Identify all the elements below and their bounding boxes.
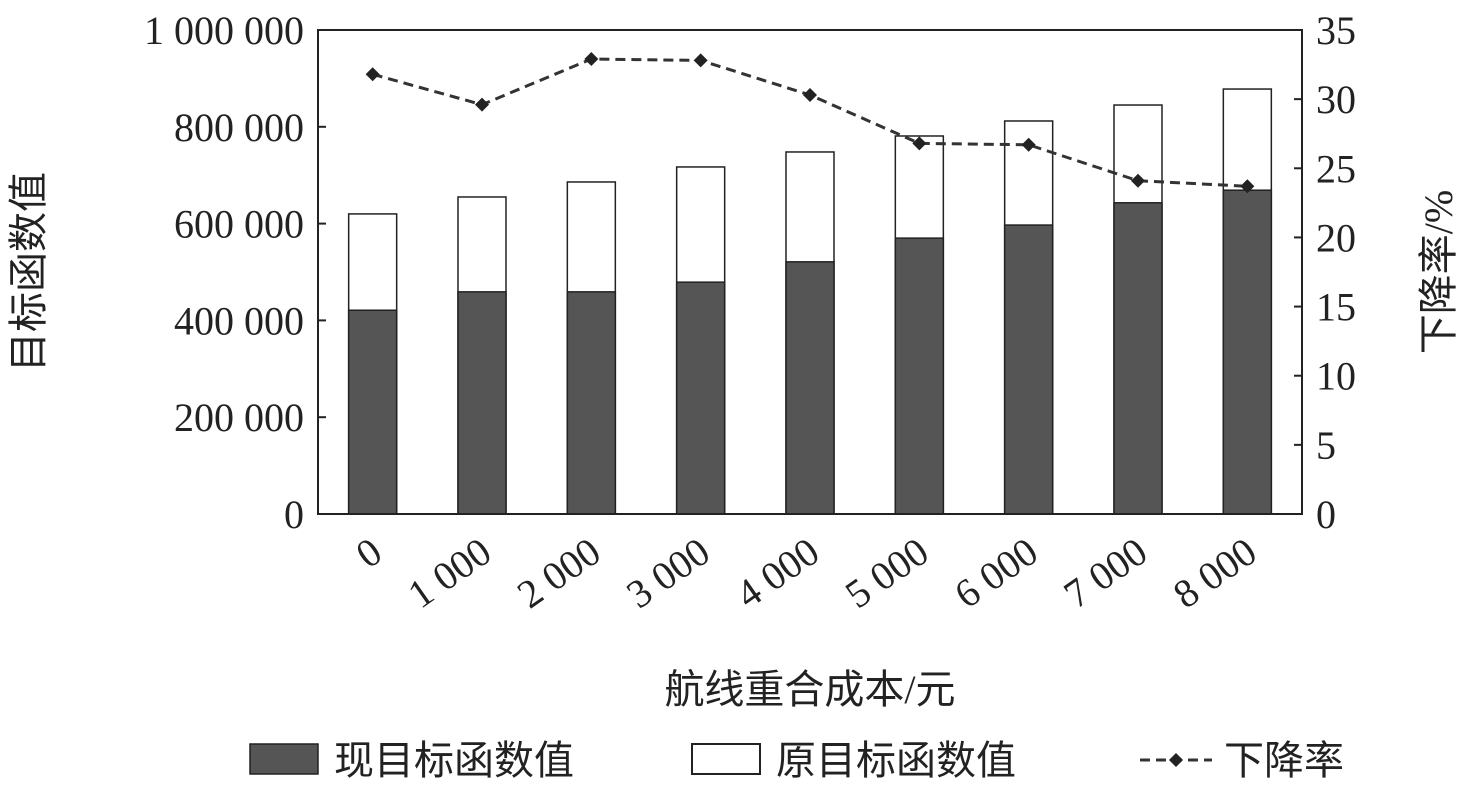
x-tick-label: 0 — [348, 529, 390, 577]
x-tick-label: 4 000 — [728, 529, 828, 617]
y-tick-label: 800 000 — [174, 105, 304, 150]
x-tick-label: 8 000 — [1165, 529, 1265, 617]
x-tick-label: 2 000 — [509, 529, 609, 617]
y-tick-label: 1 000 000 — [144, 8, 304, 53]
y2-tick-label: 15 — [1316, 285, 1356, 330]
y-axis-title: 目标函数值 — [6, 172, 51, 372]
x-tick-label: 1 000 — [400, 529, 500, 617]
legend-label-rate: 下降率 — [1224, 738, 1344, 783]
rate-point — [912, 136, 927, 151]
legend-swatch-current — [249, 743, 319, 775]
y2-tick-label: 25 — [1316, 146, 1356, 191]
x-tick-label: 7 000 — [1056, 529, 1156, 617]
bar-current — [675, 281, 726, 515]
rate-point — [1021, 137, 1036, 152]
bar-current — [347, 309, 398, 515]
rate-point — [1131, 173, 1145, 188]
legend: 现目标函数值 原目标函数值 下降率 — [249, 738, 1344, 783]
line-layer — [365, 52, 1255, 194]
y2-tick-label: 35 — [1316, 8, 1356, 53]
bar-current — [894, 237, 945, 515]
legend-swatch-original — [691, 743, 761, 775]
x-tick-label: 6 000 — [946, 529, 1046, 617]
y2-tick-label: 10 — [1316, 354, 1356, 399]
y2-tick-label: 0 — [1316, 492, 1336, 537]
bar-current — [457, 291, 507, 515]
x-tick-label: 5 000 — [837, 529, 937, 617]
legend-label-current: 现目标函数值 — [334, 738, 574, 783]
y2-tick-label: 5 — [1316, 423, 1336, 468]
bars-layer — [347, 88, 1273, 515]
y2-tick-label: 30 — [1316, 77, 1356, 122]
y2-axis-title: 下降率/% — [1416, 190, 1461, 354]
x-tick-label: 3 000 — [618, 529, 718, 617]
rate-point — [1240, 179, 1255, 194]
bar-current — [1222, 189, 1273, 515]
y-tick-label: 200 000 — [174, 395, 304, 440]
y-tick-label: 0 — [284, 492, 304, 537]
y-tick-label: 600 000 — [174, 202, 304, 247]
rate-point — [475, 97, 489, 112]
bar-current — [566, 291, 617, 515]
y2-tick-label: 20 — [1316, 215, 1356, 260]
rate-point — [365, 67, 380, 82]
rate-point — [803, 87, 817, 102]
legend-label-original: 原目标函数值 — [776, 738, 1016, 783]
plot-frame — [317, 29, 1303, 515]
rate-point — [693, 53, 708, 68]
y-tick-label: 400 000 — [174, 298, 304, 343]
bar-current — [1113, 202, 1163, 515]
bar-current — [1003, 224, 1054, 515]
x-axis-title: 航线重合成本/元 — [664, 667, 955, 712]
bar-current — [785, 261, 835, 515]
rate-point — [584, 52, 599, 67]
legend-swatch-rate-marker — [1169, 753, 1183, 767]
